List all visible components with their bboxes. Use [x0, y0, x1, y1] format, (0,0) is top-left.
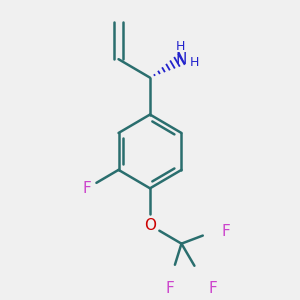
Text: O: O	[144, 218, 156, 233]
Text: N: N	[176, 52, 187, 67]
Text: F: F	[208, 280, 217, 296]
Text: F: F	[222, 224, 230, 239]
Text: H: H	[190, 56, 199, 69]
Text: F: F	[165, 280, 174, 296]
Text: F: F	[83, 181, 92, 196]
Text: H: H	[176, 40, 185, 53]
